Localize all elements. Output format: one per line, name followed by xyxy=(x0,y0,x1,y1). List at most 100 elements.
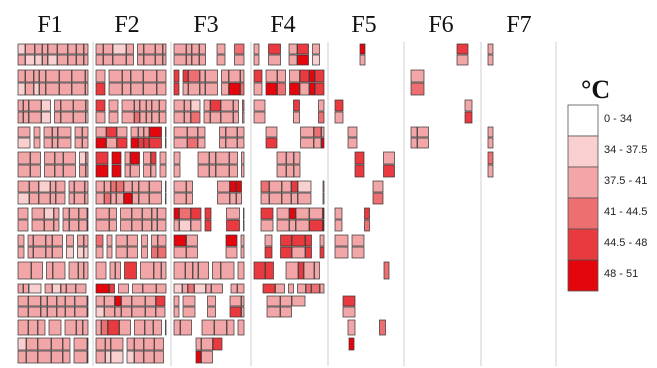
building-footprint xyxy=(456,54,469,66)
building-footprint xyxy=(53,219,60,232)
building-footprint xyxy=(95,69,106,83)
building-footprint xyxy=(280,295,292,307)
building-footprint xyxy=(156,82,167,96)
building-footprint xyxy=(82,319,89,336)
building-footprint xyxy=(293,111,300,124)
building-footprint xyxy=(39,69,46,83)
building-footprint xyxy=(182,295,196,307)
building-footprint xyxy=(110,180,117,193)
building-footprint xyxy=(109,283,115,294)
building-footprint xyxy=(159,111,167,124)
building-footprint xyxy=(95,180,105,193)
building-footprint xyxy=(130,69,144,83)
building-footprint xyxy=(26,337,38,351)
building-footprint xyxy=(145,306,156,318)
building-footprint xyxy=(43,137,53,149)
floor-panel-f3 xyxy=(173,43,245,364)
building-footprint xyxy=(45,69,60,83)
building-footprint xyxy=(95,43,104,55)
building-footprint xyxy=(229,180,237,193)
building-footprint xyxy=(41,111,51,124)
building-footprint xyxy=(293,99,300,112)
building-footprint xyxy=(31,261,43,280)
building-footprint xyxy=(240,69,245,83)
building-footprint xyxy=(52,234,63,247)
building-footprint xyxy=(237,137,245,149)
building-footprint xyxy=(17,295,29,307)
building-footprint xyxy=(77,234,84,247)
building-footprint xyxy=(293,151,301,165)
building-footprint xyxy=(73,337,88,351)
building-footprint xyxy=(64,319,77,336)
building-footprint xyxy=(111,164,122,178)
building-footprint xyxy=(67,54,77,66)
building-footprint xyxy=(95,192,105,205)
building-footprint xyxy=(150,164,157,178)
building-footprint xyxy=(241,164,245,178)
building-footprint xyxy=(87,337,89,351)
building-footprint xyxy=(285,261,299,280)
building-footprint xyxy=(237,126,245,138)
building-footprint xyxy=(351,234,365,247)
legend-swatch-1 xyxy=(567,104,599,137)
building-footprint xyxy=(33,69,40,83)
building-footprint xyxy=(118,283,129,294)
building-footprint xyxy=(40,295,48,307)
building-footprint xyxy=(123,192,133,205)
building-footprint xyxy=(95,151,109,165)
building-footprint xyxy=(347,126,358,138)
building-footprint xyxy=(190,111,201,124)
building-footprint xyxy=(190,219,202,232)
building-footprint xyxy=(120,207,132,220)
building-footprint xyxy=(109,261,116,280)
building-footprint xyxy=(487,43,494,55)
building-footprint xyxy=(51,337,63,351)
building-footprint xyxy=(334,246,349,259)
building-footprint xyxy=(62,350,71,364)
building-footprint xyxy=(109,207,117,220)
building-footprint xyxy=(162,54,167,66)
building-footprint xyxy=(184,111,191,124)
building-footprint xyxy=(253,261,266,280)
building-footprint xyxy=(179,219,191,232)
building-footprint xyxy=(69,219,79,232)
building-footprint xyxy=(55,180,66,193)
building-footprint xyxy=(266,306,281,318)
building-footprint xyxy=(71,69,86,83)
building-footprint xyxy=(234,54,245,66)
building-footprint xyxy=(127,234,138,247)
building-footprint xyxy=(116,126,128,138)
building-footprint xyxy=(203,111,211,124)
building-footprint xyxy=(237,261,245,280)
building-footprint xyxy=(106,246,113,259)
building-footprint xyxy=(253,43,260,55)
building-footprint xyxy=(264,234,273,247)
building-footprint xyxy=(291,234,306,247)
building-footprint xyxy=(201,319,215,336)
building-footprint xyxy=(173,180,187,193)
building-footprint xyxy=(359,43,366,55)
building-footprint xyxy=(141,234,148,247)
building-footprint xyxy=(321,137,325,149)
building-footprint xyxy=(144,319,154,336)
building-footprint xyxy=(143,54,156,66)
building-footprint xyxy=(57,54,68,66)
building-footprint xyxy=(299,69,310,83)
building-footprint xyxy=(157,246,167,259)
building-footprint xyxy=(288,43,298,55)
building-footprint xyxy=(47,54,58,66)
building-footprint xyxy=(115,234,128,247)
building-footprint xyxy=(347,137,358,149)
building-footprint xyxy=(143,337,155,351)
building-footprint xyxy=(63,151,76,165)
building-footprint xyxy=(280,306,292,318)
building-footprint xyxy=(265,69,278,83)
building-footprint xyxy=(30,164,41,178)
building-footprint xyxy=(253,54,260,66)
building-footprint xyxy=(265,261,274,280)
building-footprint xyxy=(44,283,53,294)
building-footprint xyxy=(322,192,325,205)
building-footprint xyxy=(216,43,226,55)
building-footprint xyxy=(305,283,312,294)
building-footprint xyxy=(63,164,76,178)
